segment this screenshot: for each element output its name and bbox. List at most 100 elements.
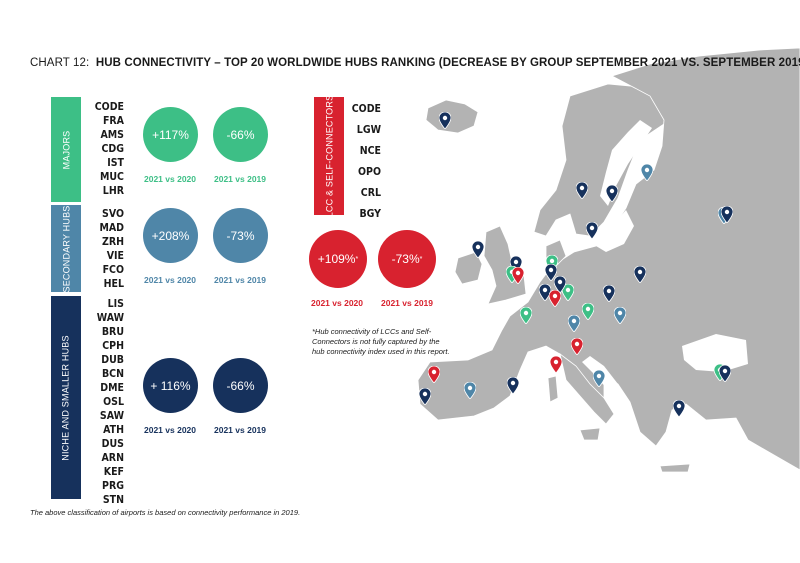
lcc-footnote: *Hub connectivity of LCCs and Self-Conne… [312, 327, 450, 356]
code-item: OSL [103, 396, 124, 408]
stat-circle-lcc-2020: +109% * [309, 230, 367, 288]
code-item: LHR [102, 185, 124, 197]
britain-shape [483, 225, 527, 305]
code-item: CDG [101, 143, 124, 155]
stat-circle: + 116% [143, 358, 198, 413]
code-item: OPO [358, 166, 381, 178]
group-bar-secondary: SECONDARY HUBS [51, 205, 81, 292]
group-label-majors: MAJORS [61, 130, 72, 169]
stat-label: 2021 vs 2020 [144, 174, 196, 184]
map-pin-icon [570, 337, 584, 360]
code-item: DUB [101, 354, 124, 366]
code-item: ZRH [101, 236, 124, 248]
codes-lcc: CODE LGW NCE OPO CRL BGY [343, 99, 381, 225]
stat-circle: -73% [213, 208, 268, 263]
map-pin-icon [613, 306, 627, 329]
map-pin-icon [553, 275, 567, 298]
codes-secondary: SVO MAD ZRH VIE FCO HEL [86, 207, 124, 291]
map-pin-icon [581, 302, 595, 325]
code-item: LIS [107, 298, 124, 310]
map-pin-icon [561, 283, 575, 306]
code-item: CPH [102, 340, 124, 352]
group-bar-majors: MAJORS [51, 97, 81, 202]
map-pin-icon [538, 283, 552, 306]
group-label-secondary: SECONDARY HUBS [61, 205, 71, 292]
code-header: CODE [94, 101, 124, 113]
group-bar-niche: NICHE AND SMALLER HUBS [51, 296, 81, 499]
gulf-shape [600, 120, 652, 206]
map-pin-icon [605, 184, 619, 207]
crete-shape [659, 463, 691, 473]
stat-circle: +208% [143, 208, 198, 263]
map-pin-icon [718, 364, 732, 387]
code-item: MAD [99, 222, 124, 234]
iceland-shape [425, 99, 479, 134]
code-item: PRG [102, 480, 124, 492]
map-pin-icon [567, 314, 581, 337]
map-pin-icon [592, 369, 606, 392]
codes-majors: CODE FRA AMS CDG IST MUC LHR [86, 100, 124, 198]
code-item: ATH [103, 424, 124, 436]
stat-circle-lcc-2019: -73% * [378, 230, 436, 288]
code-item: STN [102, 494, 124, 506]
code-item: KEF [103, 466, 124, 478]
stat-label: 2021 vs 2020 [144, 275, 196, 285]
map-pin-icon [544, 263, 558, 286]
source-note: The above classification of airports is … [30, 508, 301, 517]
group-label-niche: NICHE AND SMALLER HUBS [61, 334, 71, 461]
map-pin-icon [640, 163, 654, 186]
map-pin-icon [511, 266, 525, 289]
map-pin-icon [672, 399, 686, 422]
map-pin-icon [471, 240, 485, 263]
stat-label: 2021 vs 2020 [144, 425, 196, 435]
code-item: LGW [356, 124, 381, 136]
map-pin-icon [633, 265, 647, 288]
stat-label: 2021 vs 2019 [214, 275, 266, 285]
stat-label: 2021 vs 2020 [311, 298, 363, 308]
map-pin-icon [549, 355, 563, 378]
map-pin-icon [575, 181, 589, 204]
stat-value: +109% [317, 252, 356, 266]
codes-niche: LIS WAW BRU CPH DUB BCN DME OSL SAW ATH … [86, 297, 124, 507]
code-item: SVO [102, 208, 124, 220]
stat-label: 2021 vs 2019 [214, 174, 266, 184]
code-item: BGY [359, 208, 381, 220]
map-pin-icon [602, 284, 616, 307]
code-item: IST [107, 157, 124, 169]
stat-circle: +117% [143, 107, 198, 162]
chart-title: CHART 12: HUB CONNECTIVITY – TOP 20 WORL… [30, 57, 800, 69]
map-pin-icon [585, 221, 599, 244]
code-item: ARN [101, 452, 125, 464]
code-item: HEL [103, 278, 124, 290]
italy-shape [559, 353, 615, 425]
code-item: BRU [101, 326, 124, 338]
code-item: CRL [360, 187, 381, 199]
map-pin-icon [506, 376, 520, 399]
code-item: NCE [359, 145, 381, 157]
code-item: FRA [102, 115, 124, 127]
stat-value: -73% [391, 252, 420, 266]
group-label-lcc: LCC & SELF-CONNECTORS [324, 94, 334, 218]
chart-title-prefix: CHART 12: [30, 57, 90, 69]
code-item: FCO [102, 264, 124, 276]
code-item: VIE [106, 250, 124, 262]
chart-title-main: HUB CONNECTIVITY – TOP 20 WORLDWIDE HUBS… [95, 57, 800, 69]
baltic-shape [596, 210, 634, 252]
code-item: SAW [99, 410, 124, 422]
map-pin-icon [463, 381, 477, 404]
code-item: BCN [101, 368, 124, 380]
sicily-shape [579, 427, 601, 441]
code-item: DME [100, 382, 124, 394]
sardinia-shape [547, 375, 559, 403]
code-item: DUS [101, 438, 124, 450]
black-sea-shape [682, 334, 748, 372]
stat-label: 2021 vs 2019 [214, 425, 266, 435]
stat-sup: * [355, 255, 359, 263]
code-header: CODE [351, 103, 381, 115]
map-pin-icon [548, 289, 562, 312]
map-pin-icon [427, 365, 441, 388]
stat-sup: * [419, 255, 423, 263]
group-bar-lcc: LCC & SELF-CONNECTORS [314, 94, 344, 218]
stat-circle: -66% [213, 107, 268, 162]
